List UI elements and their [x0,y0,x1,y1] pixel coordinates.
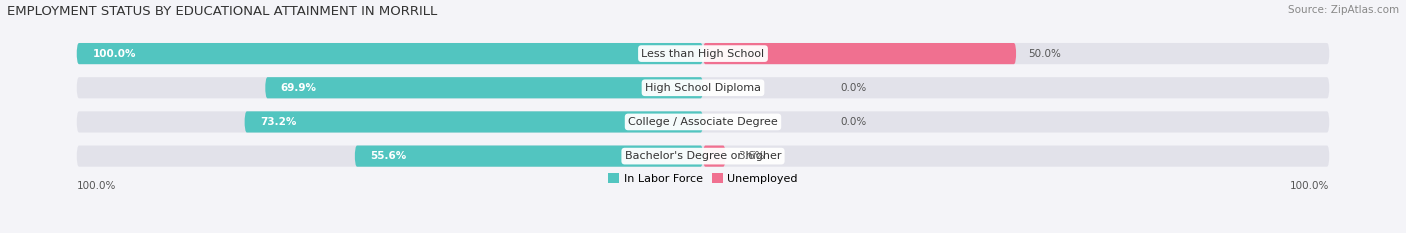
FancyBboxPatch shape [77,43,703,64]
Text: 0.0%: 0.0% [841,83,868,93]
Text: High School Diploma: High School Diploma [645,83,761,93]
Text: 3.6%: 3.6% [738,151,765,161]
Text: 100.0%: 100.0% [1289,181,1329,191]
FancyBboxPatch shape [245,111,703,133]
FancyBboxPatch shape [354,146,703,167]
Text: Source: ZipAtlas.com: Source: ZipAtlas.com [1288,5,1399,15]
FancyBboxPatch shape [703,43,1017,64]
FancyBboxPatch shape [77,77,1329,98]
Text: 100.0%: 100.0% [77,181,117,191]
Text: Bachelor's Degree or higher: Bachelor's Degree or higher [624,151,782,161]
Legend: In Labor Force, Unemployed: In Labor Force, Unemployed [609,173,797,184]
FancyBboxPatch shape [266,77,703,98]
FancyBboxPatch shape [77,111,1329,133]
FancyBboxPatch shape [77,43,1329,64]
Text: 100.0%: 100.0% [93,49,136,58]
Text: 50.0%: 50.0% [1029,49,1062,58]
Text: EMPLOYMENT STATUS BY EDUCATIONAL ATTAINMENT IN MORRILL: EMPLOYMENT STATUS BY EDUCATIONAL ATTAINM… [7,5,437,18]
FancyBboxPatch shape [703,146,725,167]
FancyBboxPatch shape [77,146,1329,167]
Text: 0.0%: 0.0% [841,117,868,127]
Text: Less than High School: Less than High School [641,49,765,58]
Text: College / Associate Degree: College / Associate Degree [628,117,778,127]
Text: 69.9%: 69.9% [281,83,316,93]
Text: 55.6%: 55.6% [370,151,406,161]
Text: 73.2%: 73.2% [260,117,297,127]
